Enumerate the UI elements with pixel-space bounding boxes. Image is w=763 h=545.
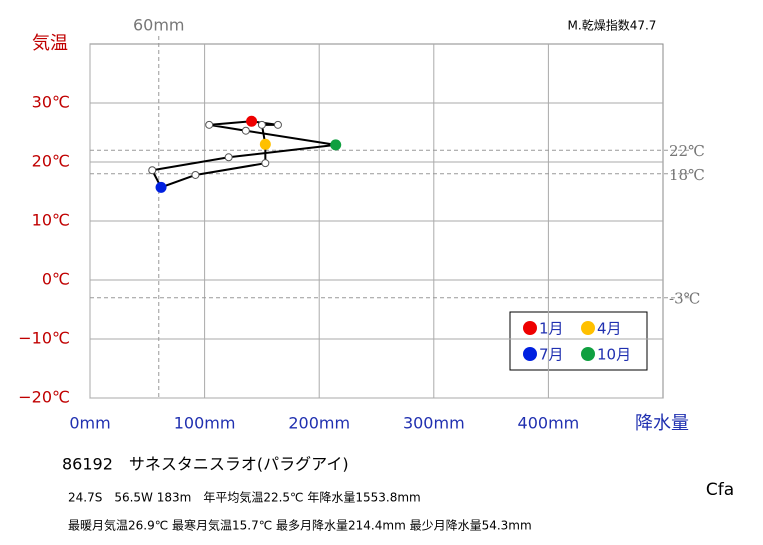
y-tick-label: 0℃: [42, 270, 70, 289]
month-point: [241, 126, 250, 135]
x-axis-label: 降水量: [635, 413, 689, 434]
y-tick-label: 20℃: [32, 152, 70, 171]
legend-label: 4月: [597, 320, 622, 338]
legend-swatch: [581, 347, 595, 361]
y-tick-label: −10℃: [18, 329, 70, 348]
y-tick-label: −20℃: [18, 388, 70, 407]
legend-label: 1月: [539, 320, 564, 338]
y-tick-label: 30℃: [32, 93, 70, 112]
month-point: [257, 120, 266, 129]
x-tick-label: 100mm: [174, 414, 236, 433]
month-point: [191, 170, 200, 179]
ref-label: -3℃: [669, 290, 700, 308]
ref-label: 60mm: [133, 16, 185, 35]
month-point: [273, 120, 282, 129]
legend-swatch: [523, 347, 537, 361]
month-point: [205, 120, 214, 129]
y-axis-label: 気温: [32, 33, 68, 54]
highlight-point: [246, 115, 258, 127]
legend-label: 10月: [597, 346, 631, 364]
highlight-point: [330, 139, 342, 151]
highlight-point: [259, 138, 271, 150]
station-info: 24.7S 56.5W 183m 年平均気温22.5℃ 年降水量1553.8mm: [68, 490, 421, 505]
month-point: [261, 159, 270, 168]
legend-swatch: [581, 321, 595, 335]
ref-label: 18℃: [669, 166, 705, 184]
x-tick-label: 400mm: [518, 414, 580, 433]
climate-class: Cfa: [706, 480, 734, 500]
month-point: [224, 153, 233, 162]
chart-title: M.乾燥指数47.7: [568, 18, 657, 33]
legend-swatch: [523, 321, 537, 335]
x-tick-label: 0mm: [69, 414, 110, 433]
station-name: 86192 サネスタニスラオ(パラグアイ): [62, 455, 349, 474]
x-tick-label: 200mm: [288, 414, 350, 433]
highlight-point: [155, 181, 167, 193]
station-stats: 最暖月気温26.9℃ 最寒月気温15.7℃ 最多月降水量214.4mm 最少月降…: [68, 518, 532, 533]
ref-label: 22℃: [669, 142, 705, 160]
month-point: [148, 166, 157, 175]
legend-label: 7月: [539, 346, 564, 364]
y-tick-label: 10℃: [32, 211, 70, 230]
x-tick-label: 300mm: [403, 414, 465, 433]
